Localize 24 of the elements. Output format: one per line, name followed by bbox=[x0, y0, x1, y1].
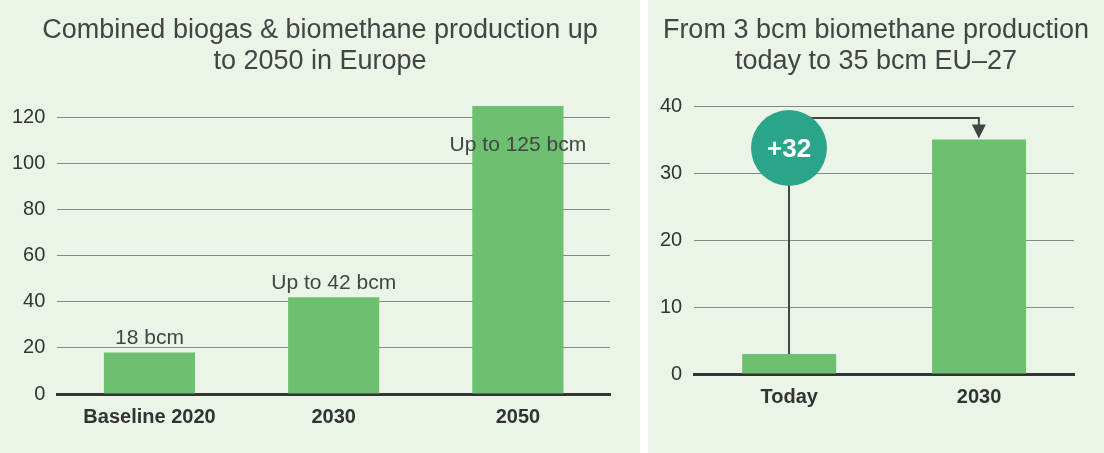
bar bbox=[103, 352, 196, 394]
data-label: 18 bcm bbox=[115, 324, 184, 348]
x-tick-label: 2030 bbox=[311, 404, 356, 427]
data-label: Up to 42 bcm bbox=[271, 269, 397, 293]
y-tick-label: 60 bbox=[23, 243, 46, 266]
x-tick-label: Baseline 2020 bbox=[83, 404, 216, 427]
x-tick-label: 2030 bbox=[956, 384, 1002, 407]
annotation: +32 bbox=[751, 110, 828, 186]
y-tick-label: 30 bbox=[660, 160, 683, 183]
x-tick-label: Today bbox=[760, 384, 819, 407]
y-tick-label: 20 bbox=[660, 227, 683, 250]
x-tick-label: 2050 bbox=[495, 404, 541, 427]
y-tick-label: 0 bbox=[671, 361, 683, 384]
y-tick-label: 40 bbox=[23, 289, 46, 312]
y-tick-label: 10 bbox=[660, 294, 683, 317]
bar bbox=[288, 297, 380, 394]
chart-title: Combined biogas & biomethane production up to 2050 in Europe bbox=[41, 14, 599, 76]
y-tick-label: 80 bbox=[23, 197, 46, 220]
y-tick-label: 0 bbox=[34, 381, 46, 404]
chart-title: From 3 bcm biomethane production today to 35 bcm EU–27 bbox=[661, 14, 1091, 76]
y-tick-label: 20 bbox=[23, 335, 46, 358]
y-tick-label: 40 bbox=[660, 93, 683, 116]
y-tick-label: 100 bbox=[11, 151, 46, 174]
y-tick-label: 120 bbox=[11, 105, 46, 128]
